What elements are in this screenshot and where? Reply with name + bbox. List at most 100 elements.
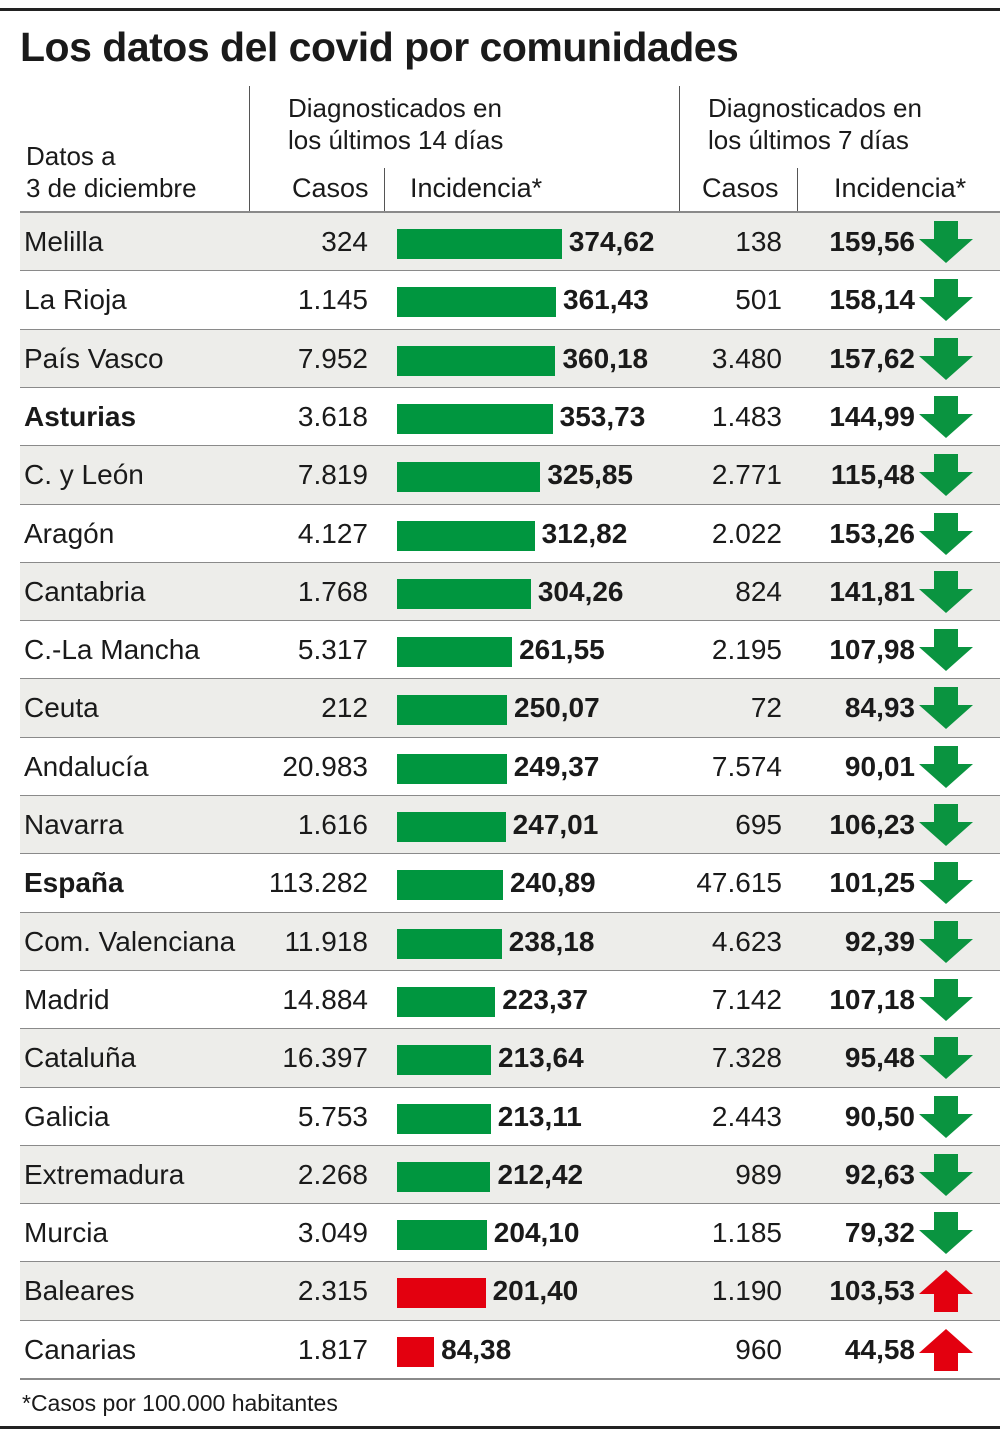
- group7-header: Diagnosticados en los últimos 7 días: [708, 92, 922, 156]
- cases7-value: 2.195: [711, 634, 782, 666]
- cases7-value: 7.574: [711, 750, 782, 782]
- cases14-value: 5.317: [297, 634, 368, 666]
- region-name: La Rioja: [24, 284, 127, 316]
- cases7-value: 3.480: [711, 342, 782, 374]
- trend-down-icon: [919, 1095, 973, 1138]
- incidence7-value: 144,99: [829, 400, 915, 432]
- incidence7-value: 107,98: [829, 634, 915, 666]
- bottom-rule: [0, 1426, 1000, 1429]
- cases14-value: 2.268: [297, 1158, 368, 1190]
- incidence14-value: 213,11: [497, 1100, 582, 1132]
- table-row: Cataluña 16.397 213,64 7.328 95,48: [20, 1029, 1000, 1088]
- cases7-value: 695: [735, 809, 782, 840]
- incidence14-value: 238,18: [508, 925, 595, 957]
- incidence14-value: 261,55: [519, 634, 605, 666]
- table-row: C.-La Mancha 5.317 261,55 2.195 107,98: [20, 621, 1000, 680]
- incidence14-bar: [397, 1220, 487, 1251]
- cases14-value: 1.768: [297, 575, 368, 607]
- group7-header-line1: Diagnosticados en: [708, 93, 922, 123]
- cases14-value: 1.145: [297, 284, 368, 316]
- cases7-value: 2.443: [711, 1100, 782, 1132]
- incidence14-bar: [397, 695, 508, 726]
- incidence14-bar: [397, 287, 557, 318]
- group14-header-line2: los últimos 14 días: [288, 125, 504, 155]
- incidence14-value: 304,26: [537, 575, 624, 607]
- incidence14-bar: [397, 870, 503, 901]
- cases7-header: Casos: [702, 173, 779, 203]
- cases7-value: 138: [735, 226, 782, 257]
- incidence7-value: 157,62: [829, 342, 915, 374]
- incidence14-value: 361,43: [563, 284, 649, 316]
- region-name: Cantabria: [24, 575, 146, 607]
- table-row: Ceuta 212 250,07 72 84,93: [20, 679, 1000, 738]
- incidence14-value: 213,64: [498, 1042, 584, 1074]
- region-name: Murcia: [24, 1217, 109, 1249]
- incidence14-header: Incidencia*: [410, 173, 543, 203]
- table-row: Asturias 3.618 353,73 1.483 144,99: [20, 387, 1000, 446]
- incidence7-value: 90,50: [844, 1100, 915, 1132]
- cases7-value: 72: [750, 692, 782, 724]
- table-row: C. y León 7.819 325,85 2.771 115,48: [20, 446, 1000, 505]
- region-name: Navarra: [24, 809, 124, 840]
- date-header: Datos a 3 de diciembre: [26, 140, 197, 204]
- cases7-value: 824: [735, 575, 782, 607]
- trend-down-icon: [919, 745, 973, 788]
- region-name: Galicia: [24, 1100, 110, 1132]
- incidence14-bar: [397, 520, 535, 551]
- cases14-header: Casos: [292, 173, 369, 203]
- region-name: Baleares: [24, 1275, 135, 1307]
- incidence14-bar: [397, 812, 506, 842]
- group14-header: Diagnosticados en los últimos 14 días: [288, 92, 503, 156]
- trend-down-icon: [919, 862, 973, 905]
- table-row: Galicia 5.753 213,11 2.443 90,50: [20, 1087, 1000, 1146]
- cases7-value: 1.483: [711, 400, 782, 432]
- incidence7-value: 106,23: [829, 809, 915, 840]
- table-row: La Rioja 1.145 361,43 501 158,14: [20, 271, 1000, 330]
- table-row: País Vasco 7.952 360,18 3.480 157,62: [20, 329, 1000, 388]
- incidence14-value: 204,10: [493, 1217, 580, 1249]
- incidence7-header: Incidencia*: [834, 173, 967, 203]
- table-row: Canarias 1.817 84,38 960 44,58: [20, 1320, 1000, 1379]
- trend-down-icon: [919, 687, 973, 730]
- region-name: C. y León: [24, 459, 144, 491]
- top-rule: [0, 8, 1000, 11]
- incidence14-bar: [397, 637, 513, 668]
- cases7-value: 960: [735, 1333, 782, 1365]
- region-name: Andalucía: [24, 750, 149, 782]
- incidence7-value: 90,01: [844, 750, 915, 782]
- cases7-value: 989: [735, 1158, 782, 1190]
- incidence14-bar: [397, 578, 531, 609]
- incidence14-bar: [397, 986, 496, 1017]
- cases14-value: 324: [321, 226, 368, 257]
- incidence7-value: 79,32: [844, 1217, 915, 1249]
- incidence7-value: 103,53: [829, 1275, 915, 1307]
- incidence14-bar: [397, 462, 541, 493]
- incidence14-value: 247,01: [512, 809, 599, 840]
- table-row: Com. Valenciana 11.918 238,18 4.623 92,39: [20, 912, 1000, 971]
- incidence14-value: 249,37: [513, 750, 600, 782]
- incidence7-value: 44,58: [844, 1333, 915, 1365]
- table-row: Madrid 14.884 223,37 7.142 107,18: [20, 970, 1000, 1029]
- incidence7-value: 141,81: [829, 575, 915, 607]
- incidence14-value: 312,82: [541, 517, 628, 549]
- region-name: C.-La Mancha: [24, 634, 200, 666]
- cases14-value: 3.618: [297, 400, 368, 432]
- cases14-value: 2.315: [297, 1275, 368, 1307]
- incidence14-value: 325,85: [547, 459, 633, 491]
- incidence14-bar: [397, 1045, 491, 1076]
- trend-down-icon: [919, 221, 973, 263]
- incidence7-value: 158,14: [829, 284, 915, 316]
- incidence14-bar: [397, 403, 553, 434]
- chart-title: Los datos del covid por comunidades: [20, 24, 739, 70]
- region-name: Extremadura: [24, 1158, 185, 1190]
- cases7-value: 4.623: [711, 925, 782, 957]
- trend-down-icon: [919, 804, 973, 846]
- incidence7-value: 107,18: [829, 983, 915, 1015]
- cases7-value: 2.771: [711, 459, 782, 491]
- region-name: Madrid: [24, 983, 110, 1015]
- cases14-value: 4.127: [297, 517, 368, 549]
- incidence14-value: 201,40: [492, 1275, 579, 1307]
- region-name: Com. Valenciana: [24, 925, 236, 957]
- incidence7-value: 101,25: [829, 867, 915, 899]
- table-row: Murcia 3.049 204,10 1.185 79,32: [20, 1204, 1000, 1263]
